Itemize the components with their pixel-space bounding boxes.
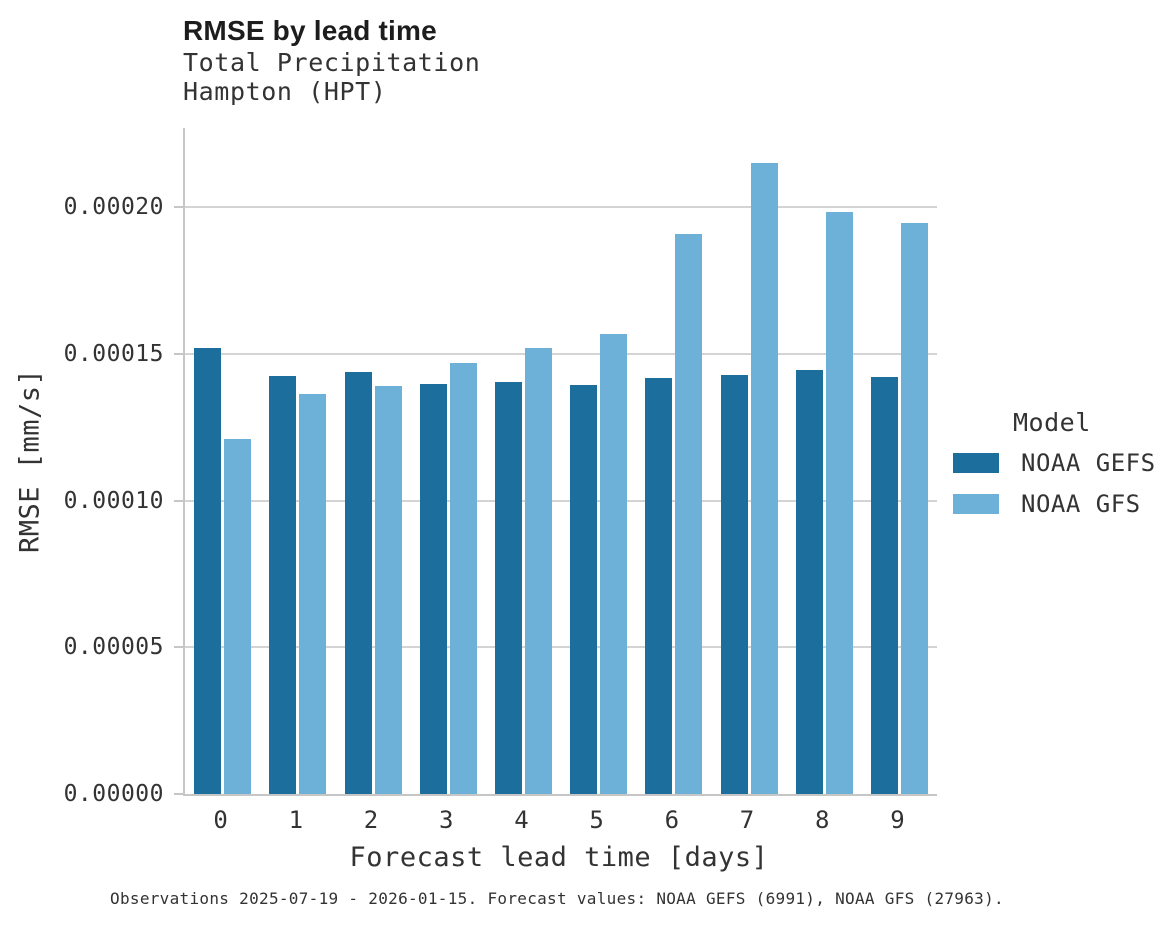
bar-noaa-gefs	[494, 381, 522, 794]
bar-noaa-gfs	[449, 363, 477, 794]
legend-item-label: NOAA GEFS	[1021, 449, 1156, 477]
bar-noaa-gfs	[224, 439, 252, 794]
bar-noaa-gefs	[720, 375, 748, 794]
chart-header: RMSE by lead time Total Precipitation Ha…	[183, 14, 480, 106]
x-tick-label: 9	[890, 806, 905, 834]
bar-noaa-gefs	[645, 378, 673, 794]
x-axis-title: Forecast lead time [days]	[349, 842, 769, 873]
bar-group	[636, 128, 711, 794]
bar-noaa-gfs	[524, 348, 552, 794]
bar-group	[260, 128, 335, 794]
y-axis-tick-labels: 0.00000 0.00005 0.00010 0.00015 0.00020	[0, 128, 166, 807]
y-tick-label: 0.00015	[63, 340, 164, 367]
bar-noaa-gefs	[344, 372, 372, 794]
y-tick	[174, 793, 183, 795]
gridline	[185, 352, 937, 355]
bar-group	[862, 128, 937, 794]
x-tick-label: 2	[363, 806, 379, 834]
y-tick	[174, 646, 183, 649]
gridline	[185, 206, 937, 209]
legend-item: NOAA GFS	[953, 490, 1156, 518]
y-tick-label: 0.00005	[63, 634, 164, 661]
legend-swatch	[953, 494, 999, 514]
bar-noaa-gefs	[419, 384, 447, 794]
bar-noaa-gfs	[825, 212, 853, 794]
x-tick-label: 6	[664, 806, 680, 834]
x-tick-label: 4	[514, 806, 529, 834]
chart-subtitle-variable: Total Precipitation	[183, 48, 481, 77]
chart-title: RMSE by lead time	[183, 15, 437, 46]
bar-noaa-gfs	[750, 163, 778, 794]
x-tick-label: 1	[288, 806, 304, 834]
y-tick	[174, 499, 183, 502]
bar-noaa-gefs	[795, 370, 823, 794]
x-tick-label: 3	[438, 806, 454, 834]
legend-swatch	[953, 453, 999, 473]
bar-noaa-gfs	[374, 386, 402, 794]
bar-noaa-gefs	[269, 376, 297, 794]
caption: Observations 2025-07-19 - 2026-01-15. Fo…	[110, 889, 1004, 908]
x-tick-label: 8	[815, 806, 830, 834]
legend-item: NOAA GEFS	[953, 449, 1156, 477]
y-tick	[174, 206, 183, 209]
chart-subtitle-station: Hampton (HPT)	[183, 77, 387, 106]
bars-container	[185, 128, 937, 794]
bar-group	[711, 128, 786, 794]
bar-noaa-gefs	[570, 385, 598, 794]
bar-group	[787, 128, 862, 794]
gridline	[185, 646, 937, 649]
legend-items: NOAA GEFS NOAA GFS	[953, 449, 1156, 518]
x-tick-label: 7	[739, 806, 755, 834]
legend-item-label: NOAA GFS	[1021, 490, 1141, 518]
bar-noaa-gfs	[675, 233, 703, 794]
bar-group	[185, 128, 260, 794]
bar-noaa-gefs	[870, 377, 898, 794]
bar-noaa-gfs	[299, 394, 327, 794]
bar-group	[561, 128, 636, 794]
y-tick-label: 0.00020	[63, 194, 164, 221]
bar-noaa-gfs	[900, 223, 928, 794]
legend: Model NOAA GEFS NOAA GFS	[953, 408, 1156, 531]
bar-group	[486, 128, 561, 794]
x-axis-tick-labels: 0 1 2 3 4 5 6 7 8 9	[183, 806, 935, 834]
y-tick-label: 0.00000	[63, 781, 164, 807]
y-tick	[174, 352, 183, 355]
x-tick-label: 5	[589, 806, 604, 834]
bar-noaa-gfs	[600, 334, 628, 794]
bar-group	[411, 128, 486, 794]
legend-title: Model	[1013, 408, 1091, 437]
y-tick-label: 0.00010	[63, 487, 164, 514]
x-tick-label: 0	[213, 806, 228, 834]
plot-area	[174, 128, 937, 796]
gridline	[185, 499, 937, 502]
bar-group	[335, 128, 410, 794]
bar-noaa-gefs	[194, 348, 222, 794]
